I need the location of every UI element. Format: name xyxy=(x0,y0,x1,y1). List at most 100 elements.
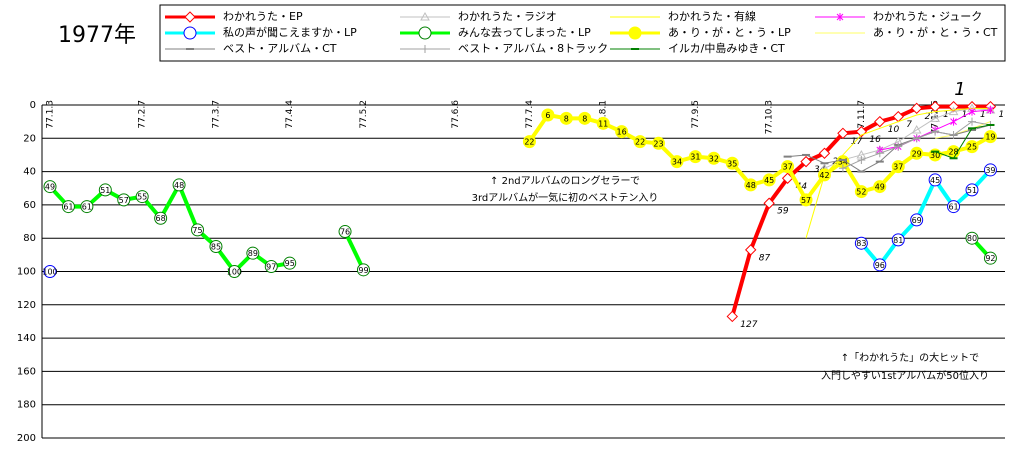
data-label: 28 xyxy=(948,148,958,157)
marker xyxy=(421,45,429,53)
marker xyxy=(894,142,903,151)
legend-label: わかれうた・ジューク xyxy=(873,10,982,23)
marker xyxy=(135,190,149,204)
marker xyxy=(725,156,739,170)
data-label: 61 xyxy=(82,203,92,212)
data-label: 48 xyxy=(746,181,756,190)
x-tick-label: 77.10.3 xyxy=(765,100,775,134)
annotation: ↑「わかれうた」の大ヒットで xyxy=(841,351,979,364)
annotation-bg xyxy=(812,348,1002,384)
marker xyxy=(246,246,260,260)
annotation: ↑ 2ndアルバムのロングセラーで xyxy=(490,174,640,187)
marker xyxy=(726,310,738,323)
marker xyxy=(227,265,241,278)
x-tick-label: 77.4.4 xyxy=(285,100,295,129)
marker xyxy=(633,135,647,149)
marker xyxy=(857,155,866,164)
marker xyxy=(172,178,186,192)
marker xyxy=(596,116,610,130)
marker xyxy=(744,178,758,192)
marker xyxy=(930,113,940,122)
marker xyxy=(910,102,923,115)
legend-label: わかれうた・ラジオ xyxy=(458,10,557,23)
y-tick-label: 180 xyxy=(17,400,36,411)
data-label: 16 xyxy=(617,128,627,137)
marker xyxy=(191,223,205,237)
data-label: 57 xyxy=(801,196,811,205)
marker xyxy=(522,135,536,149)
data-label: 92 xyxy=(985,254,995,263)
data-label: 99 xyxy=(358,266,368,275)
data-label: 57 xyxy=(119,196,129,205)
x-tick-label: 77.3.7 xyxy=(211,100,221,129)
data-label: 30 xyxy=(930,151,940,160)
annotation: 3rdアルバムが一気に初のベストテン入り xyxy=(472,191,659,204)
x-tick-label: 77.6.6 xyxy=(451,100,461,129)
marker xyxy=(541,108,555,122)
data-label: 7 xyxy=(906,120,912,130)
marker xyxy=(948,106,959,116)
marker xyxy=(98,183,112,197)
data-label: 37 xyxy=(783,163,793,172)
marker xyxy=(61,200,75,214)
data-label: 34 xyxy=(814,165,826,175)
legend-label: わかれうた・EP xyxy=(223,10,303,23)
data-label: 96 xyxy=(875,261,885,270)
marker xyxy=(420,11,430,21)
marker xyxy=(836,13,844,21)
data-label: 68 xyxy=(156,214,166,223)
data-label: 16 xyxy=(869,135,881,145)
data-label: 10 xyxy=(888,125,900,135)
data-label: 100 xyxy=(42,268,57,277)
data-label: 31 xyxy=(690,153,700,162)
x-tick-label: 77.2.7 xyxy=(138,100,148,129)
legend-label: あ・り・が・と・う・LP xyxy=(668,25,791,39)
marker xyxy=(818,147,831,159)
data-label: 100 xyxy=(227,268,242,277)
data-label: 42 xyxy=(819,171,829,180)
marker xyxy=(763,197,775,209)
x-tick-label: 77.9.5 xyxy=(691,100,701,129)
marker xyxy=(910,146,924,160)
x-tick-label: 77.5.2 xyxy=(359,100,369,129)
data-label: 17 xyxy=(851,137,863,147)
marker xyxy=(615,125,629,139)
data-label: 8 xyxy=(582,114,587,123)
x-tick-label: 77.1.3 xyxy=(46,100,56,129)
data-label: 35 xyxy=(727,159,737,168)
annotation: 入門しやすい1stアルバムが50位入り xyxy=(821,369,989,382)
data-label: 44 xyxy=(796,182,808,192)
marker xyxy=(965,140,979,154)
chart-title: 1977年 xyxy=(58,23,136,48)
data-label: 1 xyxy=(998,110,1004,120)
legend-label: みんな去ってしまった・LP xyxy=(458,26,591,39)
data-label: 51 xyxy=(100,186,110,195)
marker xyxy=(578,111,592,125)
marker xyxy=(928,173,942,187)
marker xyxy=(183,26,197,40)
data-label: 34 xyxy=(672,158,682,167)
marker xyxy=(800,155,812,168)
y-tick-label: 160 xyxy=(17,366,36,377)
data-label: 29 xyxy=(912,149,922,158)
marker xyxy=(968,107,976,116)
marker xyxy=(799,193,813,207)
data-label: 52 xyxy=(856,188,866,197)
data-label: 61 xyxy=(948,203,958,212)
y-tick-label: 40 xyxy=(23,167,36,178)
data-label: 45 xyxy=(764,176,774,185)
marker xyxy=(983,251,997,265)
data-label: 87 xyxy=(759,253,771,263)
y-tick-label: 140 xyxy=(17,333,36,344)
marker xyxy=(117,193,131,207)
marker xyxy=(987,105,994,114)
data-label: 85 xyxy=(211,243,221,252)
marker xyxy=(912,134,921,143)
marker xyxy=(837,127,849,140)
data-label: 11 xyxy=(598,119,608,128)
data-label: 81 xyxy=(893,236,903,245)
marker xyxy=(628,26,642,40)
marker xyxy=(983,130,997,144)
data-label: 49 xyxy=(45,183,55,192)
data-label: 76 xyxy=(340,228,350,237)
